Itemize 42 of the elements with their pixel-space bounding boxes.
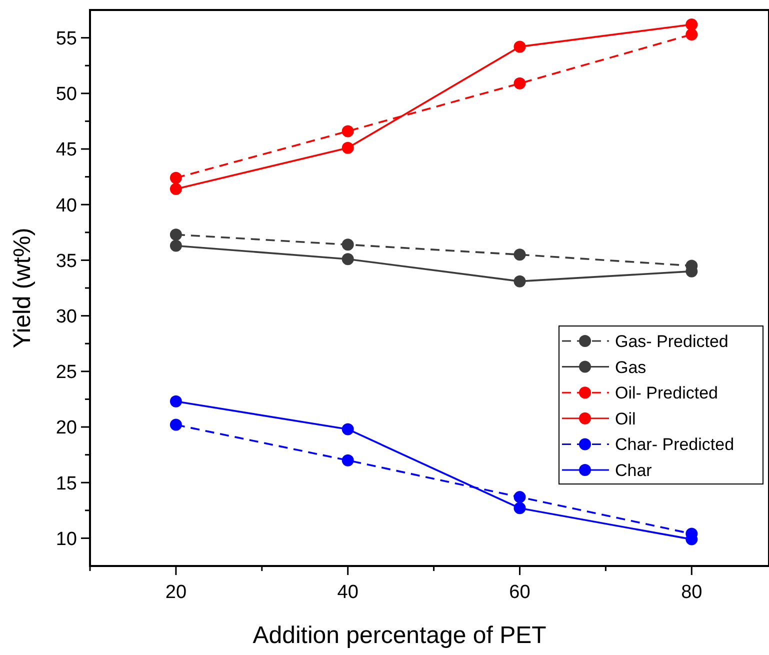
y-tick-label: 45 — [56, 140, 77, 161]
legend-label: Gas- Predicted — [615, 332, 728, 351]
y-tick-label: 50 — [56, 84, 77, 106]
point — [686, 28, 698, 40]
x-axis-title: Addition percentage of PET — [252, 622, 547, 649]
point — [342, 125, 354, 138]
point — [342, 423, 354, 436]
legend-label: Oil — [615, 409, 636, 428]
x-tick-label: 80 — [681, 582, 702, 603]
point — [342, 253, 354, 266]
point — [170, 418, 182, 431]
y-tick-label: 40 — [56, 195, 77, 216]
x-tick-label: 60 — [509, 582, 530, 603]
point — [342, 238, 354, 251]
y-tick-label: 30 — [56, 306, 77, 328]
point — [170, 228, 182, 241]
legend-label: Char- Predicted — [615, 435, 734, 454]
legend-label: Gas — [615, 358, 646, 377]
point — [170, 183, 182, 196]
point — [514, 502, 526, 514]
point — [342, 454, 354, 466]
legend-label: Char — [615, 460, 652, 480]
point — [170, 172, 182, 184]
point — [514, 248, 526, 261]
point — [686, 18, 698, 30]
legend-label: Oil- Predicted — [615, 384, 718, 403]
x-tick-label: 20 — [165, 582, 187, 603]
y-tick-label: 25 — [56, 362, 77, 384]
y-tick-label: 55 — [56, 28, 77, 50]
point — [170, 395, 182, 408]
y-tick-label: 35 — [56, 250, 77, 272]
x-tick-label: 40 — [337, 582, 358, 603]
point — [514, 275, 526, 288]
y-axis-title: Yield (wt%) — [9, 228, 36, 348]
y-tick-label: 10 — [56, 528, 77, 550]
point — [514, 77, 526, 90]
point — [514, 491, 526, 504]
point — [342, 142, 354, 154]
y-tick-label: 15 — [56, 473, 77, 494]
y-tick-label: 20 — [56, 418, 77, 439]
point — [170, 240, 182, 252]
point — [514, 40, 526, 53]
